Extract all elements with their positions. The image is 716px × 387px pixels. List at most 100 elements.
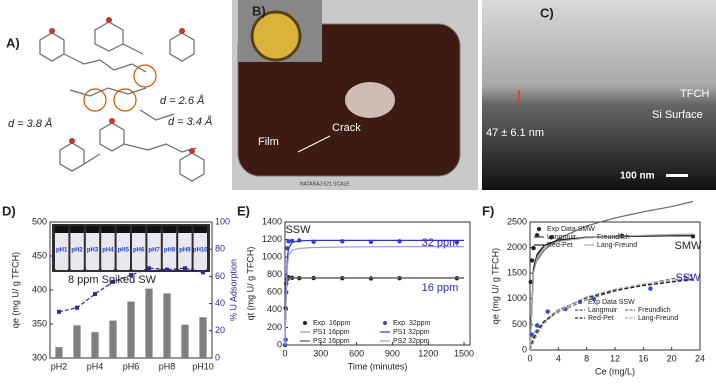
legend-label: PS1 32ppm (393, 329, 430, 336)
panel-label: F) (482, 203, 494, 218)
scale-label: 100 nm (620, 171, 655, 182)
annotation: SSW (285, 224, 311, 236)
x-tick-label: 8 (584, 353, 589, 363)
y-tick-label: 200 (267, 322, 282, 332)
legend-label: PS2 16ppm (313, 338, 350, 345)
x-tick-label: 16 (638, 353, 648, 363)
distance-label: d = 2.6 Å (160, 94, 204, 107)
vial-label: pH3 (87, 248, 99, 254)
y2-tick-label: 60 (215, 271, 225, 281)
panel-label: B) (252, 3, 266, 18)
vial-label: pH6 (133, 248, 145, 254)
y-tick-label: 1200 (262, 234, 282, 244)
sem-image (482, 0, 716, 190)
bar (91, 332, 99, 358)
vial-label: pH5 (118, 248, 130, 254)
point (286, 239, 291, 244)
legend-swatch (303, 321, 307, 325)
distance-label: d = 3.8 Å (8, 117, 52, 130)
x-tick-label: pH8 (159, 361, 176, 371)
y2-tick-label: 80 (215, 244, 225, 254)
x-tick-label: 0 (282, 348, 287, 358)
vial-cap (147, 226, 161, 233)
bar (199, 317, 207, 358)
point (648, 286, 653, 291)
line (284, 239, 464, 346)
annotation: 32 ppm (422, 237, 459, 249)
distance-label: d = 3.4 Å (168, 115, 212, 128)
line (529, 235, 693, 351)
vial (178, 230, 192, 270)
y-tick-label: 1500 (507, 268, 527, 278)
vial-label: pH1 (56, 248, 68, 254)
y-axis-label: qe (mg U/ g TFCH) (10, 252, 20, 328)
point (165, 267, 169, 272)
line (58, 267, 204, 313)
point (111, 279, 115, 284)
legend-label: Exp Data SMW (547, 226, 595, 233)
y-tick-label: 1000 (507, 293, 527, 303)
light-reflection (345, 82, 395, 118)
crack-label: Crack (332, 122, 361, 134)
bar (109, 320, 117, 358)
x-tick-label: pH4 (87, 361, 104, 371)
y-axis-label: qe (mg U/ g TFCH) (490, 248, 500, 324)
point (147, 266, 151, 271)
point (531, 245, 536, 251)
vial-cap (116, 226, 130, 233)
vial (116, 230, 130, 270)
y-tick-label: 800 (267, 269, 282, 279)
y-tick-label: 500 (32, 216, 47, 226)
annotation: SMW (675, 240, 703, 252)
y-tick-label: 0 (277, 339, 282, 349)
x-tick-label: 1500 (454, 348, 474, 358)
petri-dish (250, 10, 302, 62)
x-tick-label: 24 (695, 353, 705, 363)
line (284, 246, 464, 346)
line (529, 235, 693, 351)
x-tick-label: pH6 (123, 361, 140, 371)
x-tick-label: 4 (556, 353, 561, 363)
vial-cap (193, 226, 207, 233)
x-tick-label: pH10 (192, 361, 214, 371)
point (534, 323, 540, 328)
legend-label: Lang-Freund (638, 315, 678, 322)
vial (70, 230, 84, 270)
point (528, 279, 533, 285)
legend-label: Langmuir (547, 234, 577, 241)
bar (181, 324, 189, 358)
vial-cap (101, 226, 115, 233)
bar (145, 288, 153, 358)
legend-swatch (537, 227, 541, 231)
thickness-label: 47 ± 6.1 nm (486, 127, 544, 139)
y-tick-label: 1400 (262, 216, 282, 226)
vial-cap (178, 226, 192, 233)
legend-swatch (578, 300, 582, 304)
vial-label: pH10 (193, 248, 208, 254)
x-tick-label: 0 (527, 353, 532, 363)
x-tick-label: pH2 (51, 361, 68, 371)
vial (85, 230, 100, 270)
point (529, 258, 535, 263)
y-axis-label: qt (mg U/ g TFCH) (245, 247, 255, 321)
legend-label: Red-Pet (588, 315, 614, 322)
y-tick-label: 2000 (507, 242, 527, 252)
legend-label: Langmuir (588, 307, 618, 314)
panel-label: D) (2, 203, 16, 218)
legend-label: Red-Pet (547, 242, 573, 249)
x-axis-label: Time (minutes) (348, 361, 408, 371)
vial (147, 230, 161, 270)
ruler-label: NATARAJ 621 SCALE (300, 181, 350, 187)
line (529, 200, 694, 351)
y-tick-label: 1000 (262, 252, 282, 262)
vial-cap (162, 226, 177, 233)
x-axis-label: Ce (mg/L) (595, 366, 635, 376)
vial-label: pH8 (164, 248, 176, 254)
vial-cap (55, 226, 69, 233)
point (549, 235, 554, 240)
substrate-label: Si Surface (652, 109, 703, 121)
vial-label: pH4 (102, 248, 114, 254)
layer-label: TFCH (680, 88, 709, 100)
bar (55, 347, 63, 358)
